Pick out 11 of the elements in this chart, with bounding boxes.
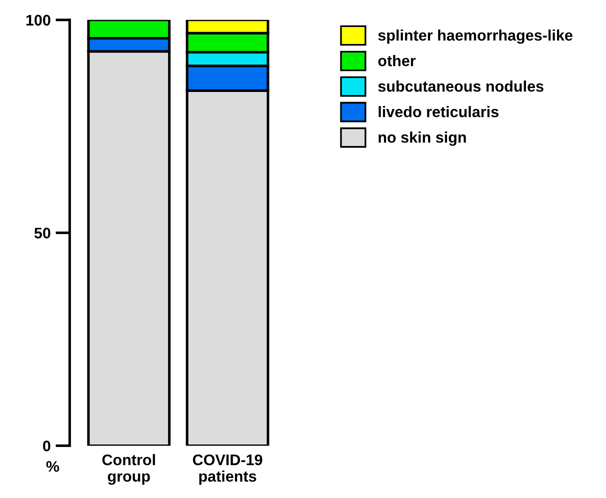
legend-label: subcutaneous nodules bbox=[378, 80, 544, 92]
y-tick-label: 50 bbox=[34, 228, 50, 238]
x-tick-label: COVID-19 patients bbox=[192, 454, 262, 485]
legend-label: no skin sign bbox=[378, 132, 466, 146]
legend-label: splinter haemorrhages-like bbox=[378, 29, 572, 44]
legend-label: other bbox=[378, 55, 416, 66]
y-tick-label: 100 bbox=[26, 14, 50, 26]
y-tick-label: 0 bbox=[43, 440, 50, 452]
y-axis-title: % bbox=[46, 461, 60, 472]
legend-label: livedo reticularis bbox=[378, 106, 498, 118]
x-tick-label: Control group bbox=[102, 454, 155, 485]
